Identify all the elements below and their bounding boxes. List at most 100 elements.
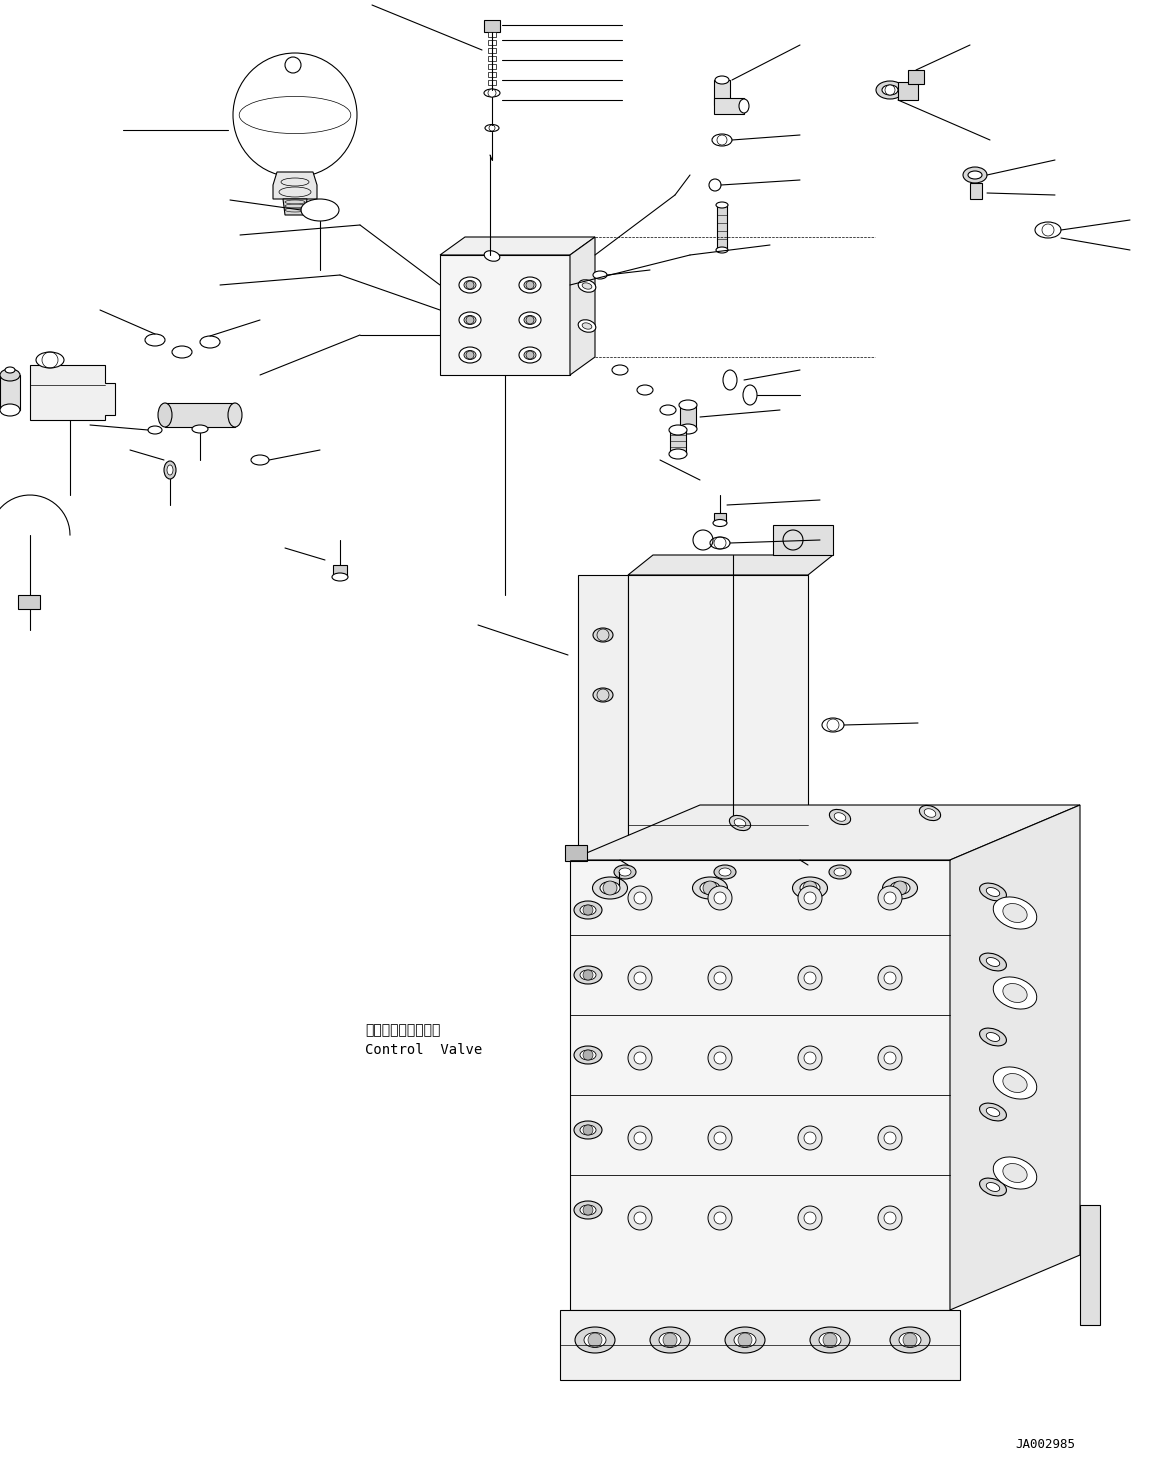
Ellipse shape (574, 1121, 603, 1139)
Circle shape (628, 1126, 652, 1151)
Ellipse shape (580, 1124, 596, 1135)
Bar (714, 513, 726, 523)
Circle shape (489, 124, 495, 132)
Ellipse shape (700, 882, 720, 895)
Polygon shape (560, 1310, 960, 1380)
Circle shape (878, 886, 902, 909)
Ellipse shape (719, 868, 731, 876)
Polygon shape (440, 237, 594, 254)
Ellipse shape (575, 1327, 615, 1352)
Bar (488, 56, 496, 61)
Ellipse shape (580, 905, 596, 915)
Circle shape (708, 1206, 731, 1230)
Bar (488, 72, 496, 77)
Ellipse shape (580, 1205, 596, 1215)
Bar (670, 430, 686, 455)
Ellipse shape (829, 810, 851, 825)
Bar (908, 70, 924, 83)
Text: コントロールバルブ: コントロールバルブ (365, 1023, 440, 1037)
Bar (488, 48, 496, 53)
Ellipse shape (519, 276, 541, 292)
Ellipse shape (459, 346, 481, 363)
Circle shape (714, 892, 726, 904)
Ellipse shape (899, 1332, 921, 1348)
Ellipse shape (582, 282, 592, 289)
Circle shape (488, 89, 496, 96)
Ellipse shape (5, 367, 15, 373)
Circle shape (878, 1206, 902, 1230)
Ellipse shape (882, 85, 897, 95)
Polygon shape (950, 806, 1080, 1310)
Polygon shape (30, 366, 115, 420)
Ellipse shape (711, 537, 730, 550)
Ellipse shape (980, 1178, 1007, 1196)
Ellipse shape (484, 89, 500, 96)
Ellipse shape (669, 425, 687, 436)
Ellipse shape (574, 1045, 603, 1064)
Ellipse shape (484, 251, 500, 262)
Ellipse shape (1003, 984, 1027, 1003)
Ellipse shape (614, 866, 636, 879)
Circle shape (526, 351, 534, 360)
Ellipse shape (1034, 222, 1061, 238)
Ellipse shape (592, 877, 627, 899)
Circle shape (634, 1132, 646, 1143)
Circle shape (714, 972, 726, 984)
Circle shape (233, 53, 356, 177)
Polygon shape (165, 404, 235, 427)
Ellipse shape (637, 385, 652, 395)
Circle shape (884, 1132, 896, 1143)
Ellipse shape (716, 202, 728, 208)
Circle shape (878, 1126, 902, 1151)
Ellipse shape (612, 366, 628, 374)
Polygon shape (1080, 1205, 1099, 1325)
Bar (0, 374, 20, 409)
Ellipse shape (924, 808, 936, 817)
Ellipse shape (580, 1050, 596, 1060)
Ellipse shape (723, 370, 737, 390)
Circle shape (583, 905, 593, 915)
Bar (565, 845, 587, 861)
Polygon shape (570, 237, 594, 374)
Ellipse shape (145, 333, 165, 346)
Circle shape (885, 85, 895, 95)
Ellipse shape (712, 135, 731, 146)
Ellipse shape (882, 877, 917, 899)
Bar (19, 595, 39, 610)
Ellipse shape (877, 80, 904, 99)
Circle shape (884, 972, 896, 984)
Ellipse shape (987, 1183, 1000, 1192)
Polygon shape (628, 575, 808, 866)
Circle shape (878, 1045, 902, 1070)
Ellipse shape (251, 455, 269, 465)
Circle shape (628, 1045, 652, 1070)
Ellipse shape (574, 901, 603, 920)
Circle shape (717, 135, 727, 145)
Circle shape (583, 969, 593, 980)
Ellipse shape (810, 1327, 850, 1352)
Ellipse shape (829, 866, 851, 879)
Bar (717, 205, 727, 250)
Ellipse shape (822, 718, 844, 732)
Bar (714, 98, 744, 114)
Ellipse shape (192, 425, 208, 433)
Ellipse shape (485, 124, 499, 132)
Ellipse shape (994, 1156, 1037, 1189)
Ellipse shape (524, 316, 536, 325)
Circle shape (708, 1045, 731, 1070)
Circle shape (663, 1333, 677, 1347)
Circle shape (805, 972, 816, 984)
Circle shape (823, 1333, 837, 1347)
Ellipse shape (968, 171, 982, 178)
Ellipse shape (659, 405, 676, 415)
Ellipse shape (890, 1327, 930, 1352)
Ellipse shape (659, 1332, 682, 1348)
Ellipse shape (743, 385, 757, 405)
Polygon shape (628, 556, 832, 575)
Ellipse shape (459, 276, 481, 292)
Bar (488, 80, 496, 85)
Circle shape (708, 886, 731, 909)
Ellipse shape (524, 351, 536, 360)
Ellipse shape (715, 76, 729, 83)
Circle shape (466, 281, 474, 289)
